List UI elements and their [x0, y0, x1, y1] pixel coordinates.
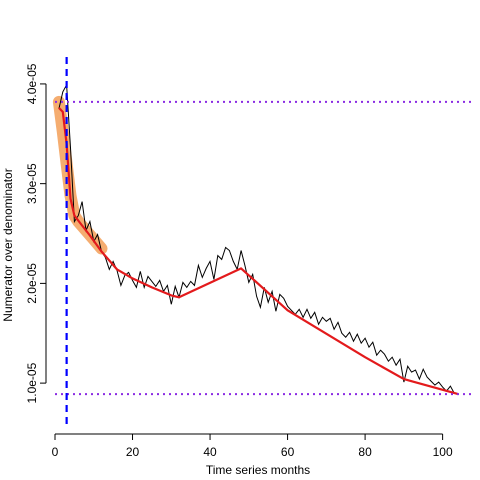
- y-tick-label: 4.0e-05: [25, 63, 39, 104]
- y-axis-title: Numerator over denominator: [1, 168, 15, 321]
- x-tick-label: 40: [203, 445, 217, 459]
- x-tick-label: 0: [52, 445, 59, 459]
- observed-series-line: [58, 83, 459, 395]
- y-tick-label: 2.0e-05: [25, 263, 39, 304]
- trend-series-line: [58, 107, 459, 396]
- x-tick-label: 100: [433, 445, 453, 459]
- y-tick-label: 3.0e-05: [25, 163, 39, 204]
- x-tick-label: 60: [281, 445, 295, 459]
- axes: 0 20 40 60 80 100 1.0e-05 2.0e-05 3.0e-05 4.0e-05: [25, 63, 453, 459]
- x-tick-label: 80: [358, 445, 372, 459]
- x-tick-label: 20: [126, 445, 140, 459]
- y-tick-label: 1.0e-05: [25, 362, 39, 403]
- x-axis-title: Time series months: [206, 463, 310, 477]
- plot-area: [52, 57, 472, 425]
